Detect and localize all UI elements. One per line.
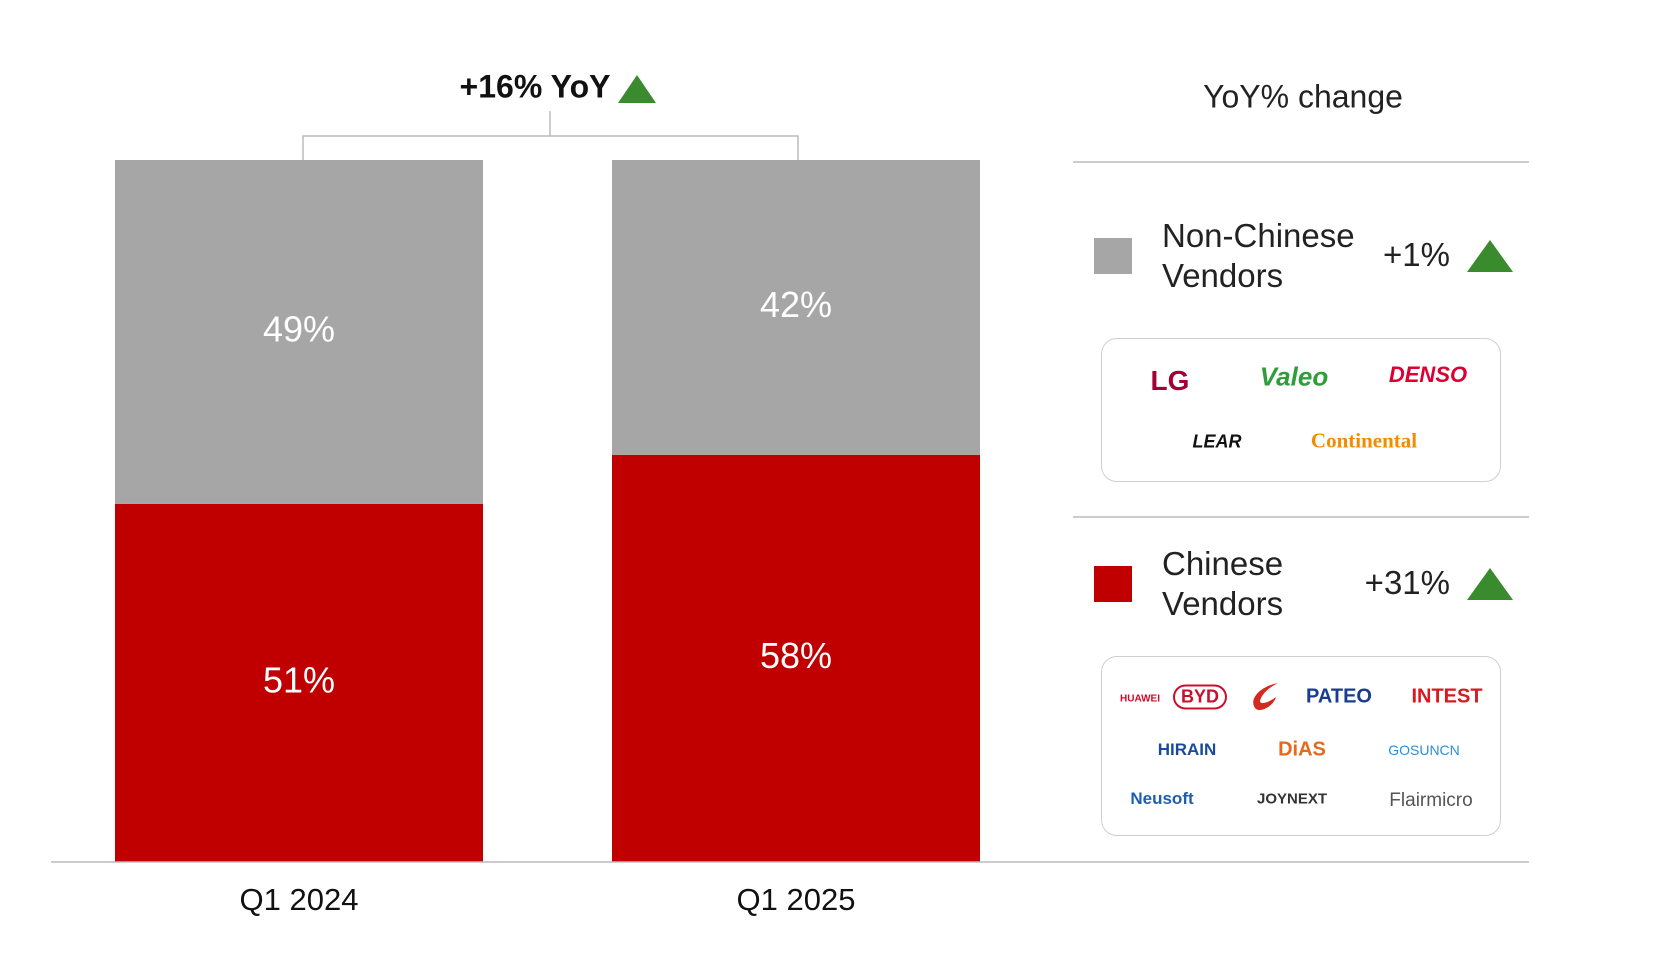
logo-box: HUAWEI BYD PATEO INTEST HIRAIN DiAS GOSU… xyxy=(1101,656,1501,836)
x-tick-label: Q1 2024 xyxy=(240,882,359,917)
trend-arrow xyxy=(1467,240,1513,272)
legend-name: Chinese Vendors xyxy=(1162,545,1284,622)
vendor-logo: HIRAIN xyxy=(1157,740,1217,759)
bar-segment xyxy=(612,454,980,862)
vendor-logo: JOYNEXT xyxy=(1256,790,1328,808)
vendor-logo: LEAR xyxy=(1192,431,1242,452)
vendor-logo: BYD xyxy=(1172,684,1228,710)
legend-name: Non-Chinese Vendors xyxy=(1162,217,1355,294)
vendor-logo: HUAWEI xyxy=(1120,693,1160,705)
legend-title: YoY% change xyxy=(1203,78,1403,114)
value-label: 51% xyxy=(263,660,335,701)
value-label: 42% xyxy=(760,284,832,325)
bar-segment xyxy=(612,160,980,455)
vendor-logo: Valeo xyxy=(1259,361,1329,392)
legend-swatch xyxy=(1094,238,1132,274)
legend-swatch xyxy=(1094,566,1132,602)
x-tick-label: Q1 2025 xyxy=(737,882,856,917)
vendor-logo: Continental xyxy=(1310,428,1418,453)
value-label: 49% xyxy=(263,309,335,350)
bracket xyxy=(302,111,799,160)
yoy-annotation: +16% YoY xyxy=(460,68,611,104)
vendor-logo: INTEST xyxy=(1411,685,1483,708)
vendor-logo: LG xyxy=(1150,365,1190,396)
vendor-logo: DENSO xyxy=(1388,362,1468,387)
vendor-logo: DiAS xyxy=(1278,738,1326,761)
trend-arrow xyxy=(618,75,656,103)
vendor-logo: Flairmicro xyxy=(1389,790,1473,811)
bar-segment xyxy=(115,160,483,504)
vendor-logo: Neusoft xyxy=(1130,789,1194,808)
bar-segment xyxy=(115,503,483,862)
yoy-change: +1% xyxy=(1383,236,1450,273)
vendor-icon xyxy=(1253,683,1278,711)
vendor-logo: GOSUNCN xyxy=(1388,742,1460,758)
value-label: 58% xyxy=(760,635,832,676)
vendor-logo: PATEO xyxy=(1306,685,1372,708)
logo-box: LG Valeo DENSO LEAR Continental xyxy=(1101,338,1501,482)
yoy-change: +31% xyxy=(1364,564,1450,601)
trend-arrow xyxy=(1467,568,1513,600)
